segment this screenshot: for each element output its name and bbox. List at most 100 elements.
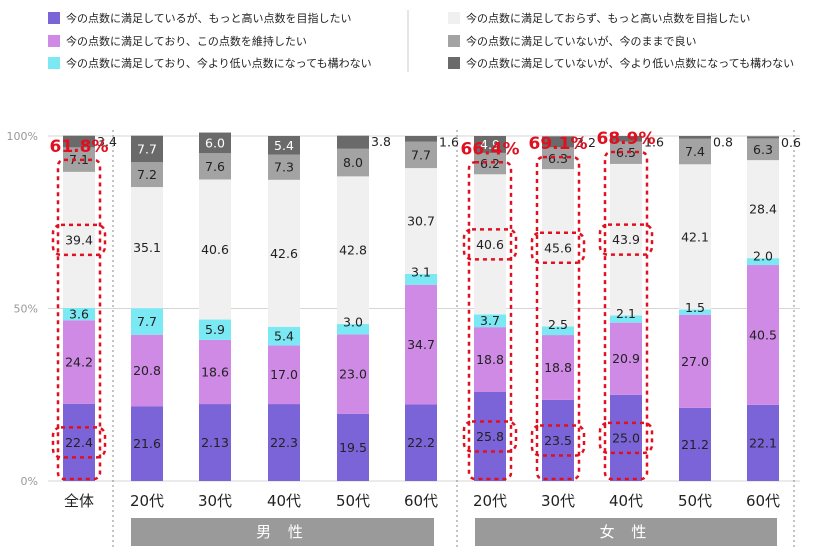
bar-segment: [610, 136, 642, 142]
value-label: 7.3: [274, 160, 294, 175]
category-label: 20代: [473, 492, 507, 510]
value-label: 30.7: [407, 214, 435, 229]
bar-segment: [63, 307, 95, 321]
category-label: 60代: [746, 492, 780, 510]
value-label: 25.8: [476, 429, 504, 444]
value-label: 17.0: [270, 367, 298, 382]
value-label: 7.7: [137, 314, 157, 329]
bar-segment: [337, 413, 369, 481]
value-label: 22.1: [749, 435, 777, 450]
legend-label: 今の点数に満足していないが、今のままで良い: [466, 34, 696, 48]
bar-segment: [679, 407, 711, 481]
bar-segment: [131, 308, 163, 335]
highlight-total-label: 68.9%: [597, 129, 656, 149]
value-label: 7.2: [137, 167, 157, 182]
value-label: 22.3: [270, 435, 298, 450]
value-label: 42.1: [681, 229, 709, 244]
value-label: 2.13: [201, 435, 229, 450]
bar-segment: [474, 314, 506, 328]
legend-swatch: [448, 12, 460, 24]
bar-segment: [199, 319, 231, 340]
bar-segment: [747, 136, 779, 139]
value-label: 2.0: [753, 249, 773, 264]
value-labels: 22.4 24.2 3.6 39.4 7.1 3.4 21.6 20.8 7.7 35.1 7.2 7…: [65, 134, 801, 455]
y-tick-label: 0%: [21, 475, 38, 488]
group-label: 女 性: [600, 523, 653, 541]
bar-segment: [679, 164, 711, 310]
bar-segment: [747, 265, 779, 405]
bar-segment: [610, 141, 642, 164]
value-label: 6.0: [205, 135, 225, 150]
bar-segment: [405, 168, 437, 274]
value-label: 7.4: [685, 144, 705, 159]
category-label: 60代: [404, 492, 438, 510]
value-label: 7.7: [137, 141, 157, 156]
value-label: 3.1: [411, 265, 431, 280]
bar-segment: [542, 169, 574, 327]
legend-swatch: [448, 35, 460, 47]
value-label: 18.6: [201, 364, 229, 379]
bar-segment: [337, 135, 369, 149]
category-label: 20代: [130, 492, 164, 510]
legend-label: 今の点数に満足しておらず、もっと高い点数を目指したい: [466, 11, 750, 25]
highlight-segment-box: [530, 231, 586, 265]
category-label: 30代: [198, 492, 232, 510]
bar-segment: [268, 404, 300, 481]
bar-segment: [337, 324, 369, 335]
bar-segment: [405, 284, 437, 405]
bar-segment: [268, 326, 300, 346]
bar-segment: [199, 132, 231, 154]
highlight-frame: [467, 161, 513, 481]
highlight-segment-box: [598, 421, 654, 455]
bar-segment: [542, 335, 574, 400]
bar-segment: [610, 315, 642, 323]
bar-segment: [474, 136, 506, 153]
legend-swatch: [448, 57, 460, 69]
value-label: 3.7: [480, 313, 500, 328]
value-label: 43.9: [612, 232, 640, 247]
value-label: 5.9: [205, 322, 225, 337]
legend-label: 今の点数に満足しているが、もっと高い点数を目指したい: [66, 11, 351, 25]
value-label: 40.6: [201, 242, 229, 257]
value-label: 3.8: [371, 134, 391, 149]
group-band: [131, 518, 434, 546]
bar-segment: [610, 163, 642, 316]
value-label: 19.5: [339, 440, 367, 455]
bar-segment: [131, 187, 163, 309]
value-label: 1.5: [685, 300, 705, 315]
value-label: 5.4: [274, 138, 294, 153]
highlight-segment-box: [462, 420, 518, 453]
highlight-segment-box: [51, 426, 107, 459]
bar-segment: [405, 274, 437, 285]
group-band: [475, 518, 777, 546]
value-label: 3.6: [69, 307, 89, 322]
bar-segment: [337, 176, 369, 325]
bar-segment: [199, 179, 231, 320]
legend-swatch: [48, 57, 60, 69]
value-label: 2.1: [616, 306, 636, 321]
bar-segment: [337, 148, 369, 177]
bar-segment: [405, 136, 437, 142]
bar-segment: [63, 403, 95, 481]
value-label: 21.6: [133, 436, 161, 451]
y-tick-label: 50%: [14, 303, 38, 316]
value-label: 25.0: [612, 430, 640, 445]
legend-label: 今の点数に満足しており、今より低い点数になっても構わない: [66, 56, 372, 70]
bar-segment: [268, 136, 300, 155]
value-label: 22.2: [407, 435, 435, 450]
value-label: 5.4: [274, 329, 294, 344]
bar-segment: [131, 135, 163, 163]
value-label: 8.0: [343, 155, 363, 170]
highlight-total-label: 69.1%: [529, 134, 588, 154]
value-label: 24.2: [65, 354, 93, 369]
bar-segment: [337, 334, 369, 414]
legend-swatch: [48, 35, 60, 47]
bar-segment: [747, 404, 779, 481]
bar-segment: [542, 147, 574, 170]
bar-segment: [474, 391, 506, 481]
category-label: 全体: [64, 492, 94, 510]
bar-segment: [747, 160, 779, 259]
value-label: 45.6: [544, 240, 572, 255]
bar-segment: [679, 314, 711, 408]
